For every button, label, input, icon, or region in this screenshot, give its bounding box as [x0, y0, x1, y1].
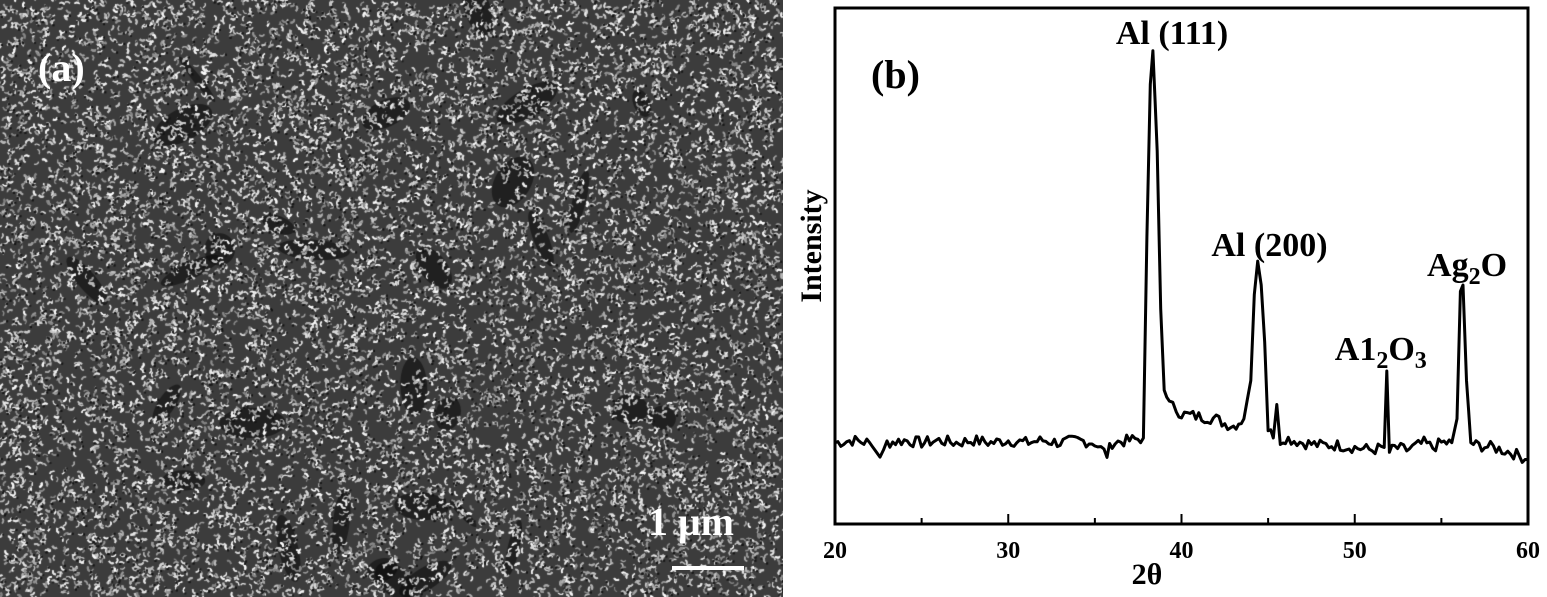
peak-label-al-200: Al (200) — [1211, 227, 1327, 264]
x-tick-label: 50 — [1343, 538, 1367, 564]
x-axis-ticks — [834, 514, 1529, 524]
peak-label-al-111: Al (111) — [1116, 15, 1228, 52]
xrd-pattern-line — [834, 49, 1528, 464]
y-axis-title: Intensity — [795, 189, 828, 302]
sem-image — [0, 0, 783, 597]
ag2o-sub: 2 — [1469, 264, 1481, 290]
x-tick-label: 30 — [996, 538, 1020, 564]
plot-frame — [833, 6, 1530, 526]
al2o3-sub2: 3 — [1415, 348, 1427, 374]
al2o3-base: A1 — [1335, 331, 1377, 368]
panel-a-label: (a) — [38, 45, 85, 90]
panel-b-label: (b) — [871, 52, 920, 97]
ag2o-tail: O — [1481, 247, 1507, 284]
peak-label-ag2o: Ag2O — [1427, 247, 1507, 290]
al2o3-mid: O — [1388, 331, 1414, 368]
xrd-chart: 20 30 40 50 60 (b) 2θ Intensity Al (111) Al … — [783, 0, 1547, 597]
scale-bar — [672, 566, 744, 570]
al2o3-sub1: 2 — [1376, 348, 1388, 374]
sem-micrograph: (a) 1 μm — [0, 0, 783, 597]
scale-bar-label: 1 μm — [648, 499, 734, 544]
x-axis-tick-labels: 20 30 40 50 60 — [823, 538, 1540, 564]
ag2o-base: Ag — [1427, 247, 1469, 284]
peak-label-al2o3: A12O3 — [1335, 331, 1427, 374]
x-tick-label: 40 — [1170, 538, 1194, 564]
x-axis-title: 2θ — [1132, 558, 1163, 591]
x-tick-label: 20 — [823, 538, 847, 564]
x-tick-label: 60 — [1516, 538, 1540, 564]
xrd-chart-svg: 20 30 40 50 60 (b) 2θ Intensity Al (111) Al … — [795, 6, 1540, 591]
